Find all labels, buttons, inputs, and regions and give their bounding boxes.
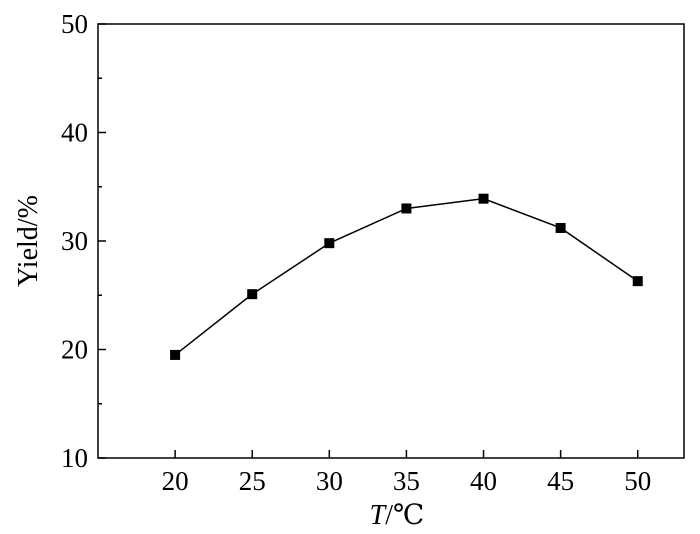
series-line [174, 197, 639, 356]
y-tick-label: 10 [61, 443, 88, 473]
x-tick-label: 20 [162, 466, 189, 496]
y-tick-label: 30 [61, 226, 88, 256]
x-axis-label-unit: /℃ [385, 500, 424, 531]
x-tick-label: 50 [624, 466, 651, 496]
x-tick-label: 30 [316, 466, 343, 496]
x-tick-label: 35 [393, 466, 420, 496]
x-axis-label-symbol: T [370, 500, 388, 531]
plot-frame [97, 23, 685, 459]
x-tick-label: 25 [239, 466, 266, 496]
y-axis-label: Yield/% [13, 195, 44, 287]
data-point [247, 289, 258, 300]
x-tick-label: 40 [470, 466, 497, 496]
y-axis-ticks: 10 20 30 40 50 [61, 9, 106, 473]
data-point [170, 349, 181, 360]
series-group [170, 193, 643, 360]
x-axis-label: T/℃ [370, 500, 425, 531]
data-point [632, 276, 643, 287]
x-tick-label: 45 [547, 466, 574, 496]
x-axis-ticks: 20 25 30 35 40 45 50 [162, 450, 651, 496]
y-tick-label: 40 [61, 118, 88, 148]
y-tick-label: 20 [61, 335, 88, 365]
data-point [401, 203, 412, 214]
data-point [478, 193, 489, 204]
data-point [555, 222, 566, 233]
y-tick-label: 50 [61, 9, 88, 39]
data-point [324, 238, 335, 249]
